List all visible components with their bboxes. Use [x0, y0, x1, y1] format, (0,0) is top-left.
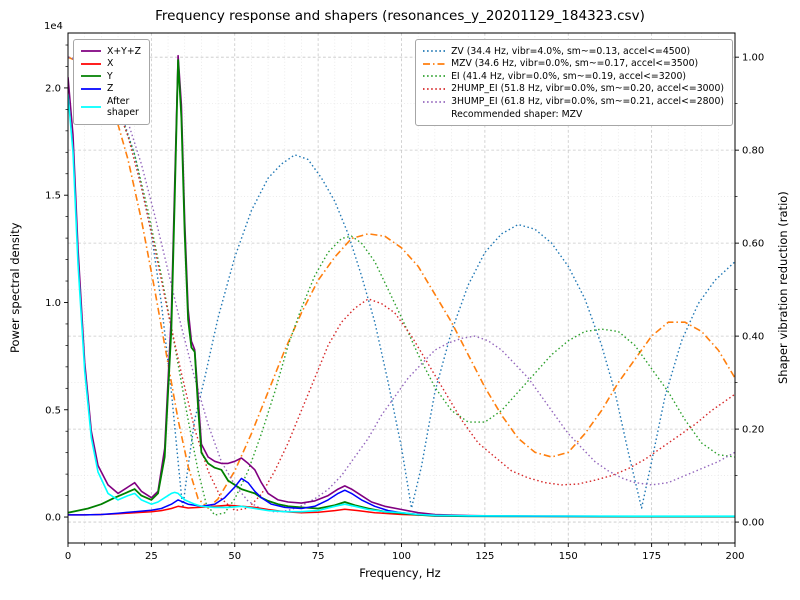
legend-label: X+Y+Z	[107, 45, 141, 57]
series-layer	[68, 54, 735, 518]
y-right-tick-label: 0.40	[742, 332, 764, 343]
y-left-tick-label: 0.0	[45, 513, 61, 524]
x-tick-label: 200	[725, 551, 744, 562]
legend-label: Y	[107, 70, 113, 82]
legend-label: X	[107, 58, 114, 70]
legend-line-swatch	[423, 50, 446, 52]
legend-item-3hump-ei: 3HUMP_EI (61.8 Hz, vibr=0.0%, sm~=0.21, …	[422, 96, 724, 107]
y-left-offset-text: 1e4	[44, 21, 63, 32]
tick-labels: 0 25 50 75 100 125 150 175 200 0.0 0.5 1.0 1.5 2.0 0.0…	[45, 53, 764, 562]
legend-line-swatch	[81, 62, 101, 65]
series-2hump_ei	[68, 56, 735, 512]
legend-label: ZV (34.4 Hz, vibr=4.0%, sm~=0.13, accel<…	[451, 45, 691, 57]
legend-line-swatch	[81, 106, 101, 109]
y-right-tick-label: 0.80	[742, 146, 764, 157]
x-tick-label: 75	[312, 551, 325, 562]
x-tick-label: 0	[65, 551, 71, 562]
y-left-axis-label: Power spectral density	[8, 222, 22, 354]
series-ei	[68, 56, 735, 516]
series-3hump_ei	[68, 56, 735, 513]
legend-label: MZV (34.6 Hz, vibr=0.0%, sm~=0.17, accel…	[451, 58, 699, 70]
y-left-tick-label: 1.0	[45, 298, 61, 309]
series-zv	[68, 56, 735, 509]
x-tick-label: 175	[642, 551, 661, 562]
y-right-tick-label: 1.00	[742, 53, 764, 64]
y-right-tick-label: 0.00	[742, 518, 764, 529]
y-right-tick-label: 0.60	[742, 239, 764, 250]
legend-label: Recommended shaper: MZV	[451, 108, 583, 120]
series-mzv	[68, 56, 735, 509]
legend-item-ei: EI (41.4 Hz, vibr=0.0%, sm~=0.19, accel<…	[422, 71, 724, 82]
legend-label: Z	[107, 83, 114, 95]
chart-title: Frequency response and shapers (resonanc…	[155, 8, 645, 24]
x-tick-label: 150	[559, 551, 578, 562]
series-xyz	[68, 54, 735, 518]
legend-label: 2HUMP_EI (51.8 Hz, vibr=0.0%, sm~=0.20, …	[451, 83, 724, 95]
y-right-tick-label: 0.20	[742, 425, 764, 436]
legend-label: EI (41.4 Hz, vibr=0.0%, sm~=0.19, accel<…	[451, 70, 687, 82]
legend-label: 3HUMP_EI (61.8 Hz, vibr=0.0%, sm~=0.21, …	[451, 96, 724, 108]
legend-line-swatch	[81, 88, 101, 90]
legend-line-swatch	[81, 50, 101, 52]
legend-line-swatch	[423, 88, 446, 90]
y-right-axis-label: Shaper vibration reduction (ratio)	[776, 191, 790, 385]
legend-item-z: Z	[80, 83, 141, 94]
legend-item-2hump-ei: 2HUMP_EI (51.8 Hz, vibr=0.0%, sm~=0.20, …	[422, 83, 724, 94]
x-tick-label: 50	[228, 551, 241, 562]
legend-line-swatch	[423, 62, 446, 65]
legend-item-x: X	[80, 58, 141, 69]
legend-item-zv: ZV (34.4 Hz, vibr=4.0%, sm~=0.13, accel<…	[422, 46, 724, 57]
x-tick-label: 125	[475, 551, 494, 562]
y-left-tick-label: 1.5	[45, 191, 61, 202]
legend-label: After shaper	[107, 96, 139, 119]
ticks	[64, 44, 739, 547]
legend-item-mzv: MZV (34.6 Hz, vibr=0.0%, sm~=0.17, accel…	[422, 58, 724, 69]
legend-item-y: Y	[80, 71, 141, 82]
x-axis-label: Frequency, Hz	[359, 566, 441, 580]
psd-legend: X+Y+Z X Y Z After shaper	[73, 39, 150, 125]
legend-line-swatch	[81, 75, 101, 78]
legend-item-recommended: Recommended shaper: MZV	[451, 109, 724, 120]
x-tick-label: 25	[145, 551, 158, 562]
y-left-tick-label: 2.0	[45, 83, 61, 94]
x-tick-label: 100	[392, 551, 411, 562]
legend-line-swatch	[423, 75, 446, 78]
y-left-tick-label: 0.5	[45, 405, 61, 416]
shaper-legend: ZV (34.4 Hz, vibr=4.0%, sm~=0.13, accel<…	[415, 39, 733, 127]
legend-item-xyz: X+Y+Z	[80, 46, 141, 57]
legend-item-after-shaper: After shaper	[80, 96, 141, 118]
legend-line-swatch	[423, 100, 446, 103]
series-after_shaper	[68, 94, 735, 517]
